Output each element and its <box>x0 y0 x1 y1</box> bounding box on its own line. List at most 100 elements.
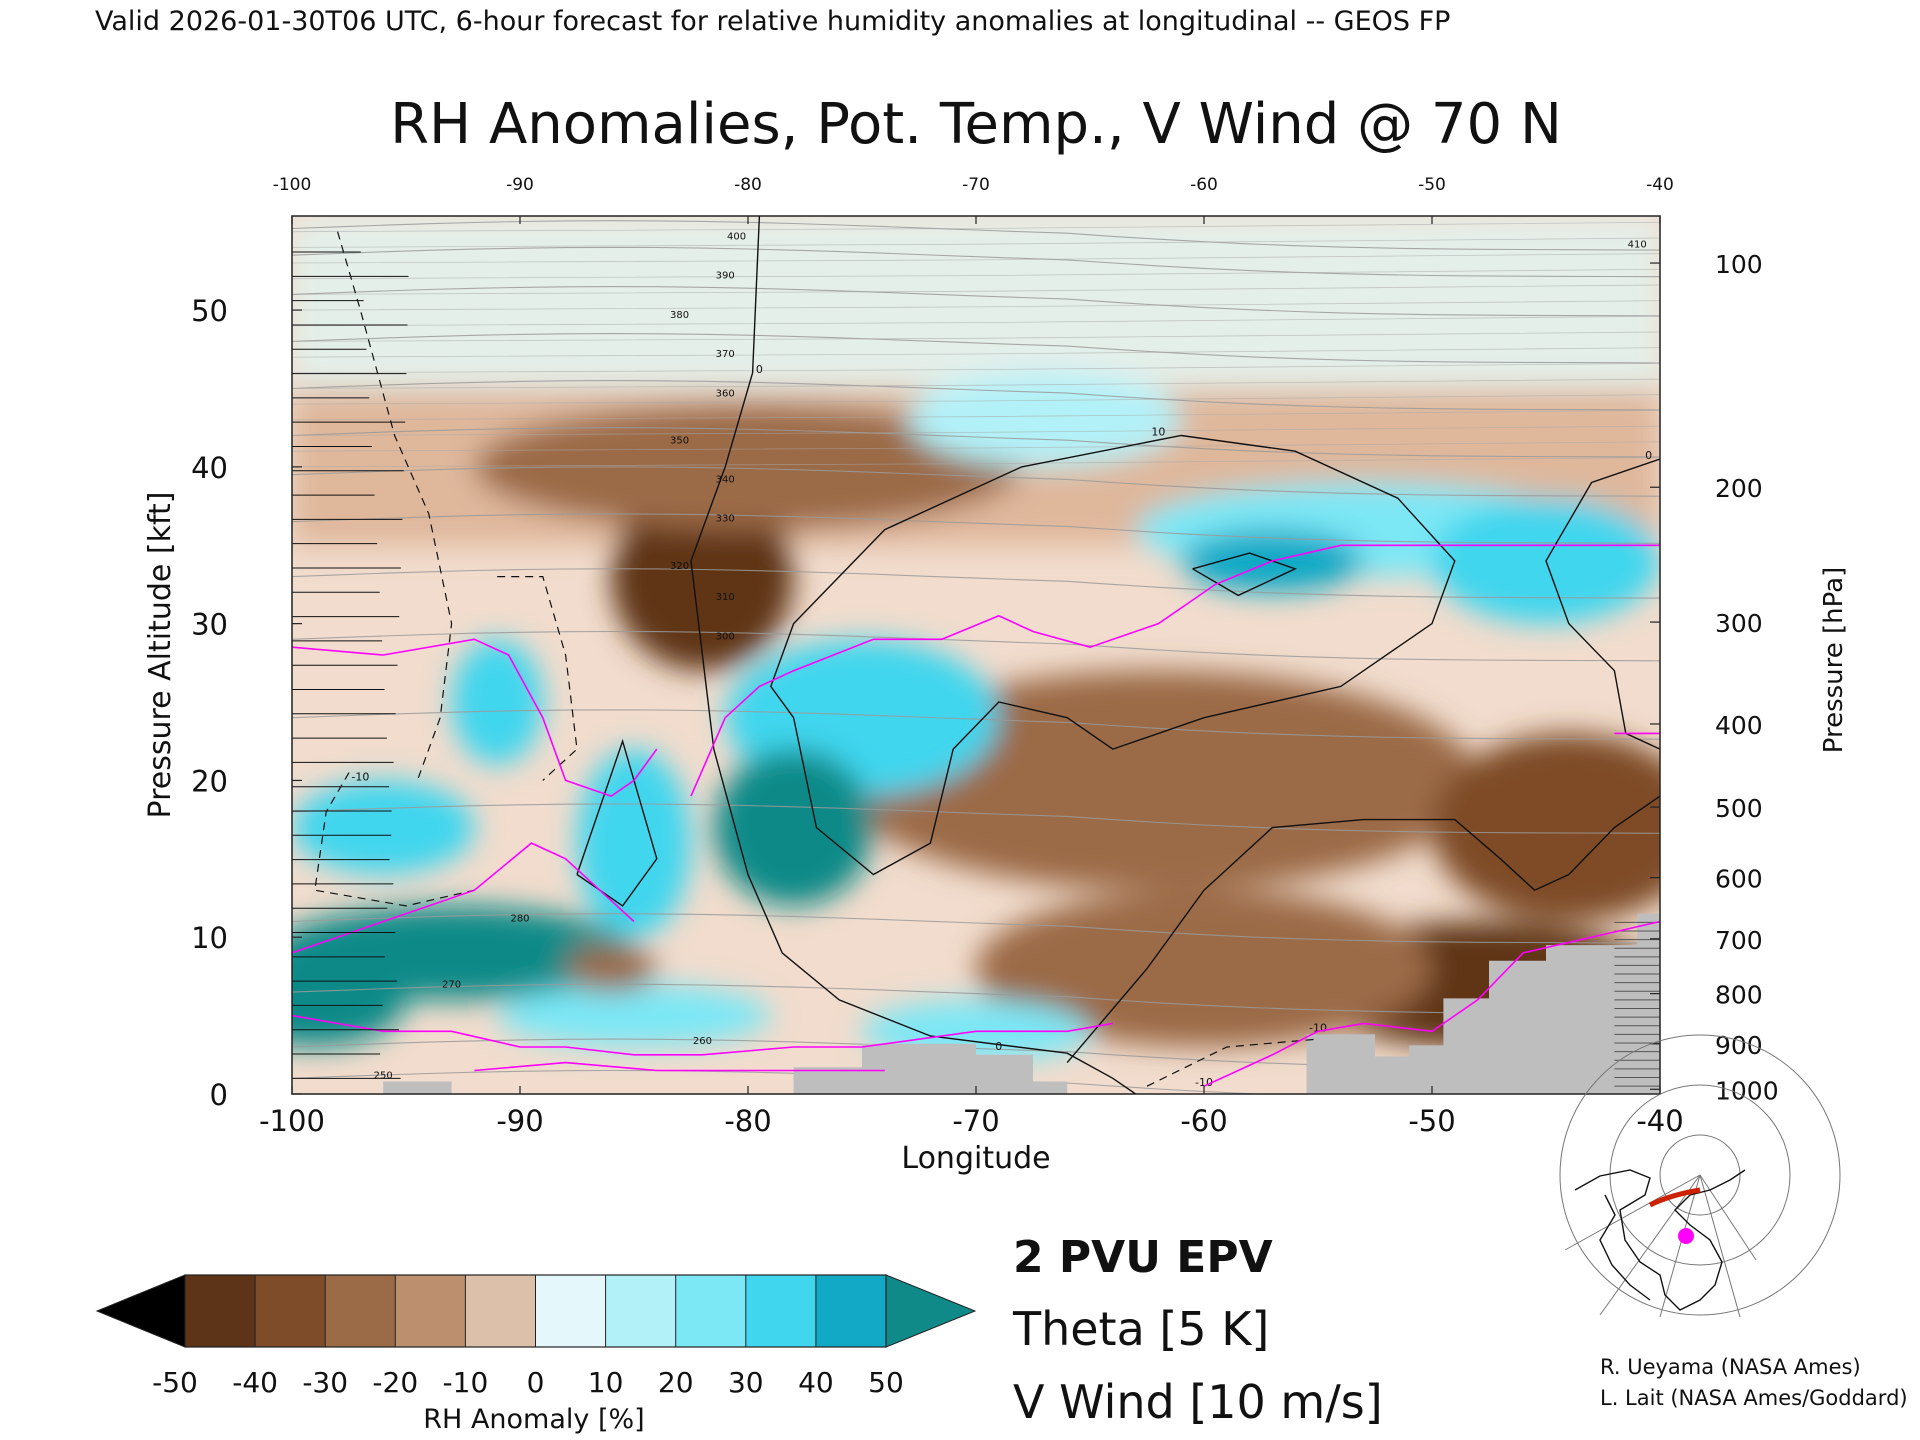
rh-blob <box>577 749 691 938</box>
pressure-tick-label: 800 <box>1715 981 1763 1010</box>
x-top-tick-label: -80 <box>734 175 762 195</box>
pressure-tick-label: 600 <box>1715 865 1763 894</box>
epv-contour <box>292 638 658 797</box>
terrain <box>292 913 1660 1094</box>
pressure-tick-label: 400 <box>1715 711 1763 740</box>
rh-blob <box>565 945 657 993</box>
colorbar-box <box>465 1275 536 1347</box>
colorbar-box <box>395 1275 466 1347</box>
theta-contour <box>292 630 1660 662</box>
rh-blob <box>839 670 1478 891</box>
theta-contour <box>292 568 1660 599</box>
colorbar-tick-label: 10 <box>588 1366 624 1399</box>
epv-contour <box>474 1061 885 1072</box>
theta-contour-fine <box>292 378 1660 389</box>
y-tick-label: 30 <box>191 608 228 642</box>
vwind-contour <box>770 434 1456 876</box>
theta-label: 390 <box>716 271 735 282</box>
x-tick-label: -40 <box>1636 1104 1683 1138</box>
rh-anomaly-field <box>292 216 1660 1063</box>
x-top-tick-label: -40 <box>1646 175 1674 195</box>
theta-label: 360 <box>716 388 735 399</box>
colorbar-tick-label: 50 <box>868 1366 904 1399</box>
vwind-label: 10 <box>1151 426 1165 439</box>
theta-contour-fine <box>292 253 1660 264</box>
theta-label: 280 <box>510 914 529 925</box>
axis-ticks: -100 -90 -80 -70 -60 -50 -40-100 -90 -80 -70 -60 -5… <box>191 175 1779 1138</box>
y-tick-label: 0 <box>210 1078 228 1112</box>
colorbar-tick-label: -30 <box>302 1366 348 1399</box>
pressure-tick-label: 100 <box>1715 250 1763 279</box>
theta-contour-fine <box>292 284 1660 295</box>
vwind-label: 0 <box>756 363 763 376</box>
theta-contour <box>292 466 1660 497</box>
x-tick-label: -70 <box>952 1104 999 1138</box>
x-top-tick-label: -70 <box>962 175 990 195</box>
x-tick-label: -90 <box>496 1104 543 1138</box>
theta-label: 270 <box>442 979 461 990</box>
theta-contour-fine <box>292 300 1660 311</box>
theta-label: 410 <box>1628 239 1647 250</box>
y2-axis-label: Pressure [hPa] <box>1819 567 1849 754</box>
vwind-contour-negative <box>497 576 578 781</box>
theta-contour-fine <box>292 457 1660 468</box>
legend-theta: Theta [5 K] <box>1012 1302 1269 1356</box>
theta-contour-fine <box>292 268 1660 280</box>
colorbar-box <box>255 1275 326 1347</box>
colorbar: -50 -40 -30 -20 -10 0 10 20 30 40 50 <box>95 1274 977 1399</box>
colorbar-box <box>745 1275 817 1347</box>
colorbar-label: RH Anomaly [%] <box>423 1404 644 1435</box>
theta-label: 340 <box>716 475 735 486</box>
epv-contour <box>1203 920 1660 1087</box>
y-tick-label: 10 <box>191 921 228 955</box>
x-top-tick-label: -50 <box>1418 175 1446 195</box>
rh-upper-band <box>292 216 1660 389</box>
chart-title: RH Anomalies, Pot. Temp., V Wind @ 70 N <box>390 92 1562 157</box>
theta-label: 260 <box>693 1036 712 1047</box>
v-wind-contours: -10 0 0 10 0 -10 -10 <box>314 216 1660 1094</box>
x-tick-label: -100 <box>259 1104 325 1138</box>
colorbar-tick-label: 20 <box>658 1366 694 1399</box>
theta-label: 370 <box>716 349 735 360</box>
y-tick-label: 20 <box>191 764 228 798</box>
theta-contour-fine <box>292 347 1660 358</box>
theta-contour <box>292 286 1660 317</box>
theta-label: 380 <box>670 310 689 321</box>
rh-blob <box>451 639 543 765</box>
x-axis-label: Longitude <box>901 1141 1050 1176</box>
colorbar-tick-label: -40 <box>232 1366 278 1399</box>
colorbar-frame <box>184 1274 887 1348</box>
epv-contour <box>690 544 1660 797</box>
rh-blob <box>907 372 1182 467</box>
epv-contour <box>292 842 635 954</box>
theta-label: 300 <box>716 631 735 642</box>
vwind-contour <box>1192 552 1298 597</box>
theta-contour-fine <box>292 221 1660 233</box>
rh-blob <box>1432 733 1660 922</box>
plot-frame <box>291 215 1661 1095</box>
vwind-contour <box>576 738 658 907</box>
rh-blob <box>713 749 874 906</box>
theta-label: 320 <box>670 561 689 572</box>
vwind-contour-negative <box>314 772 475 907</box>
theta-label: 310 <box>716 592 735 603</box>
theta-contour-fine <box>292 394 1660 405</box>
vwind-label: 0 <box>995 1040 1002 1053</box>
vwind-label: 0 <box>1645 449 1652 462</box>
theta-label: 350 <box>670 435 689 446</box>
x-top-tick-label: -90 <box>506 175 534 195</box>
theta-contour-fine <box>292 363 1660 374</box>
credit-line-2: L. Lait (NASA Ames/Goddard) <box>1600 1386 1908 1410</box>
legend-epv: 2 PVU EPV <box>1013 1232 1273 1283</box>
x-tick-label: -80 <box>724 1104 771 1138</box>
theta-contour <box>292 983 1660 1015</box>
pressure-tick-label: 200 <box>1715 474 1763 503</box>
theta-contour <box>292 913 1660 944</box>
epv-contour <box>292 1014 1113 1056</box>
pressure-tick-label: 900 <box>1715 1031 1763 1060</box>
colorbar-tick-label: 30 <box>728 1366 764 1399</box>
colorbar-tick-label: -50 <box>152 1366 198 1399</box>
locator-map <box>1559 1034 1841 1318</box>
colorbar-box <box>605 1275 677 1347</box>
theta-contour <box>292 513 1660 544</box>
